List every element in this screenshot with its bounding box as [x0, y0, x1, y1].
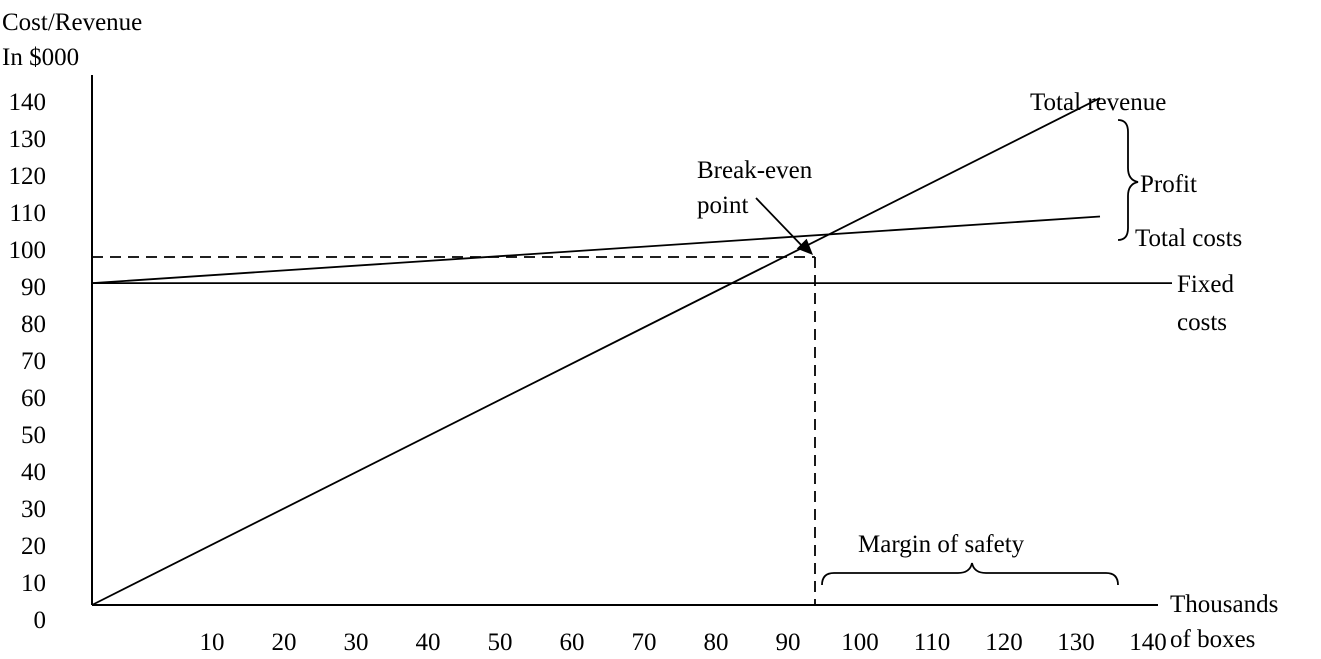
- x-tick-label: 120: [985, 629, 1023, 656]
- break-even-arrow: [755, 197, 806, 250]
- x-axis-title-line-1: Thousands: [1170, 591, 1278, 618]
- x-axis-title-line-2: of boxes: [1170, 626, 1255, 653]
- x-tick-label: 10: [200, 629, 225, 656]
- y-tick-label: 100: [9, 237, 47, 264]
- y-tick-label: 90: [21, 274, 46, 301]
- break-even-label-line-2: point: [697, 192, 748, 219]
- x-tick-label: 80: [704, 629, 729, 656]
- break-even-arrowhead: [796, 238, 813, 255]
- series-lines: [91, 97, 1172, 606]
- profit-label: Profit: [1140, 171, 1197, 198]
- margin-of-safety-label: Margin of safety: [858, 531, 1025, 558]
- total-revenue-label: Total revenue: [1030, 89, 1166, 116]
- y-tick-label: 120: [9, 163, 47, 190]
- x-tick-labels: 10 20 30 40 50 60 70 80 90 100 110 120 130 140: [200, 629, 1167, 656]
- y-tick-label: 140: [9, 89, 47, 116]
- profit-brace: [1117, 119, 1139, 241]
- x-tick-label: 100: [841, 629, 879, 656]
- y-tick-label: 70: [21, 348, 46, 375]
- x-tick-label: 20: [272, 629, 297, 656]
- margin-of-safety-brace: [821, 562, 1119, 586]
- x-tick-label: 110: [914, 629, 951, 656]
- x-tick-label: 30: [344, 629, 369, 656]
- total-costs-line: [91, 215, 1101, 284]
- x-tick-label: 60: [560, 629, 585, 656]
- y-tick-label: 130: [9, 126, 47, 153]
- x-tick-label: 90: [776, 629, 801, 656]
- x-tick-label: 40: [416, 629, 441, 656]
- x-tick-label: 50: [488, 629, 513, 656]
- y-tick-label: 40: [21, 459, 46, 486]
- fixed-costs-label-line-1: Fixed: [1177, 271, 1234, 298]
- y-axis-title-line-2: In $000: [2, 44, 79, 71]
- y-tick-label: 60: [21, 385, 46, 412]
- y-tick-label: 0: [34, 607, 47, 634]
- total-revenue-line: [91, 97, 1101, 606]
- x-tick-label: 70: [632, 629, 657, 656]
- y-tick-label: 50: [21, 422, 46, 449]
- fixed-costs-label-line-2: costs: [1177, 309, 1227, 336]
- break-even-label-line-1: Break-even: [697, 157, 813, 184]
- y-axis-title-line-1: Cost/Revenue: [2, 9, 142, 36]
- x-tick-label: 140: [1129, 629, 1167, 656]
- y-tick-labels: 0 10 20 30 40 50 60 70 80 90 100 110 120 130 140: [9, 89, 47, 634]
- y-tick-label: 30: [21, 496, 46, 523]
- x-tick-label: 130: [1057, 629, 1095, 656]
- y-tick-label: 10: [21, 570, 46, 597]
- y-tick-label: 110: [9, 200, 46, 227]
- y-tick-label: 20: [21, 533, 46, 560]
- total-costs-label: Total costs: [1135, 225, 1242, 252]
- y-tick-label: 80: [21, 311, 46, 338]
